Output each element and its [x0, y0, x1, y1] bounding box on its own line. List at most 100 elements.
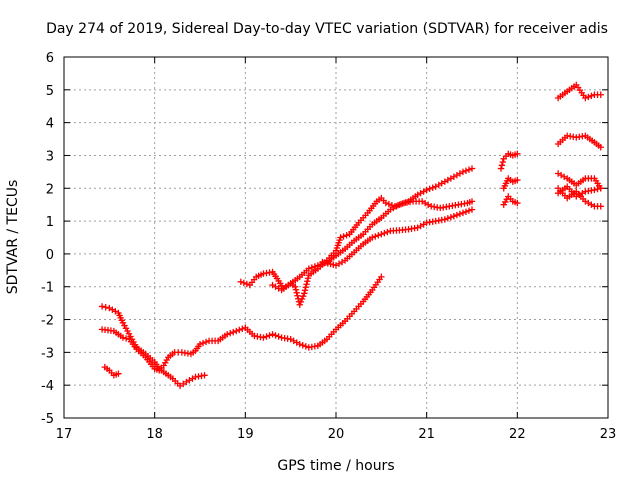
series-track-j: [554, 81, 604, 102]
data-point: [305, 265, 312, 272]
y-tick-label: 4: [46, 117, 54, 132]
data-point: [260, 334, 267, 341]
data-point: [301, 287, 309, 294]
data-point: [582, 94, 589, 102]
data-point: [263, 333, 270, 340]
data-point: [304, 278, 311, 285]
data-point: [591, 186, 598, 194]
data-point: [369, 234, 376, 241]
data-point: [382, 199, 390, 207]
data-point: [294, 292, 301, 299]
y-tick-label: -1: [41, 281, 54, 296]
data-point: [597, 144, 604, 151]
data-point: [296, 340, 303, 348]
x-tick-label: 22: [509, 427, 526, 442]
data-point: [236, 326, 243, 334]
data-point: [297, 298, 305, 306]
data-point: [233, 327, 240, 335]
data-point: [429, 184, 436, 191]
data-point: [468, 206, 476, 213]
x-tick-label: 19: [237, 427, 254, 442]
data-point: [423, 186, 430, 194]
y-tick-label: 0: [46, 248, 54, 263]
data-point: [514, 199, 521, 207]
y-tick-label: -4: [41, 379, 54, 394]
y-tick-label: 1: [46, 215, 54, 230]
data-point: [468, 165, 476, 172]
series-track-h: [500, 175, 521, 192]
data-point: [385, 200, 393, 208]
data-point: [372, 233, 379, 240]
grid-layer: [64, 57, 608, 418]
data-point: [304, 275, 312, 282]
y-tick-label: 5: [46, 84, 54, 99]
data-point: [588, 92, 595, 100]
data-point: [243, 280, 251, 288]
x-tick-label: 23: [600, 427, 617, 442]
data-point: [597, 91, 604, 98]
data-point: [426, 185, 433, 193]
data-point: [299, 342, 306, 349]
data-point: [514, 150, 521, 158]
data-point: [340, 233, 347, 240]
data-point: [441, 216, 448, 223]
data-point: [98, 303, 106, 310]
x-axis-title: GPS time / hours: [277, 458, 394, 474]
data-point: [597, 203, 604, 210]
data-point: [296, 301, 303, 308]
y-tick-label: 3: [46, 149, 54, 164]
series-track-c: [101, 363, 122, 379]
data-point: [402, 199, 409, 206]
data-point: [375, 232, 382, 239]
data-point: [292, 283, 299, 290]
data-point: [459, 209, 467, 217]
y-tick-label: 2: [46, 182, 54, 197]
chart-title: Day 274 of 2019, Sidereal Day-to-day VTE…: [46, 21, 608, 37]
data-point: [497, 165, 505, 172]
data-point: [237, 278, 244, 286]
series-track-e: [269, 165, 476, 294]
data-point: [302, 343, 309, 350]
data-point: [465, 166, 473, 173]
series-track-a: [98, 303, 208, 390]
data-point: [456, 210, 464, 218]
data-point: [465, 207, 473, 214]
data-point: [201, 372, 208, 379]
data-point: [462, 167, 470, 174]
data-point: [293, 289, 300, 296]
data-point: [227, 330, 234, 337]
data-point: [119, 334, 127, 341]
data-point: [462, 208, 470, 215]
data-point: [122, 335, 130, 342]
data-point: [266, 332, 273, 339]
data-point: [202, 338, 210, 346]
data-point: [301, 290, 308, 297]
data-point: [308, 264, 316, 271]
data-point: [314, 262, 322, 269]
data-point: [381, 229, 388, 237]
y-tick-label: -3: [41, 346, 54, 361]
data-point: [272, 332, 279, 339]
data-point: [199, 339, 207, 347]
data-point: [239, 325, 246, 333]
y-tick-label: 6: [46, 51, 54, 66]
data-point: [444, 215, 452, 222]
data-point: [585, 93, 592, 101]
data-point: [498, 162, 506, 169]
data-point: [196, 340, 204, 348]
plot-frame: [63, 56, 609, 419]
data-point: [447, 214, 455, 221]
data-point: [240, 279, 248, 287]
data-point: [384, 228, 391, 236]
y-axis-title: SDTVAR / TECUs: [5, 180, 21, 295]
data-point: [450, 212, 458, 220]
data-point: [299, 292, 307, 300]
data-point: [224, 331, 231, 338]
data-point: [378, 273, 385, 281]
data-point: [459, 168, 467, 176]
data-point: [115, 370, 122, 377]
x-tick-label: 21: [418, 427, 435, 442]
data-point: [230, 328, 237, 336]
